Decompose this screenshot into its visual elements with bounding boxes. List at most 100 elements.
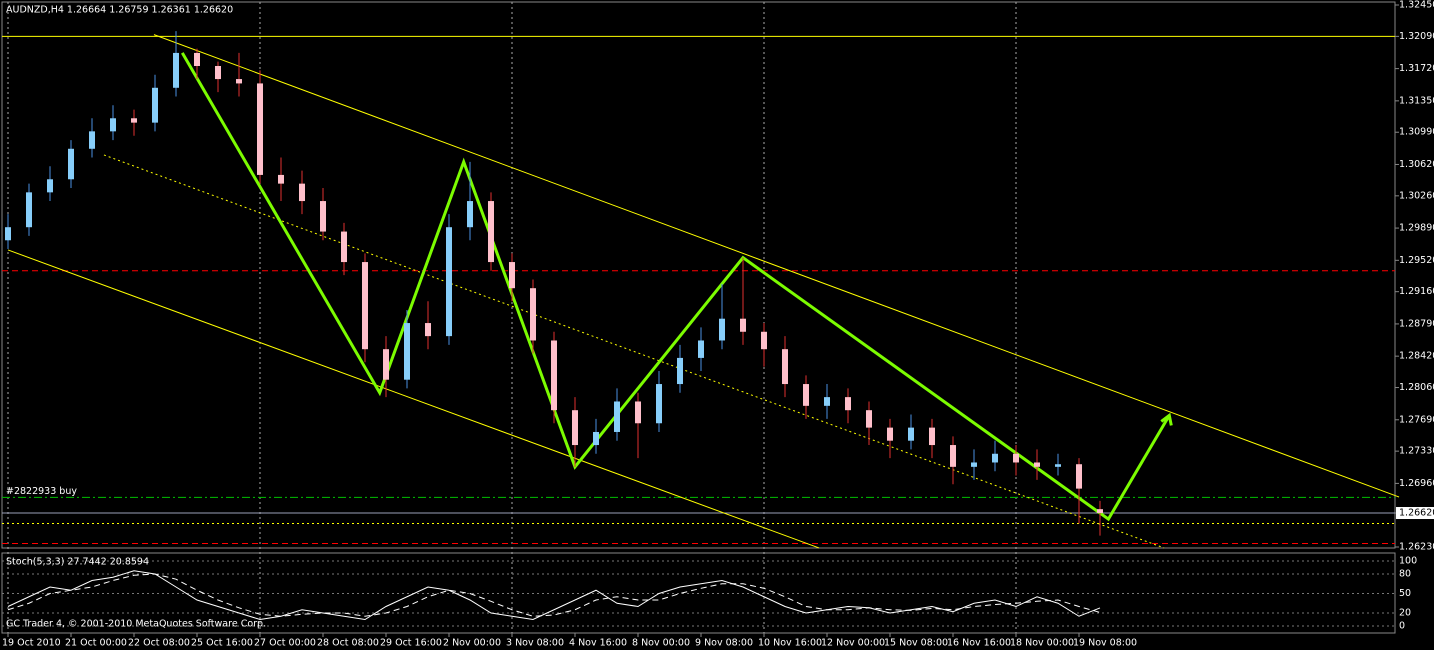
arrow-head (1160, 412, 1173, 426)
y-tick-label: 1.28060 (1399, 382, 1434, 393)
candle-body (929, 427, 935, 446)
x-tick-label: 22 Oct 08:00 (128, 638, 190, 649)
candle-body (803, 384, 809, 406)
x-tick-label: 15 Nov 08:00 (884, 638, 948, 649)
candle-body (89, 131, 95, 149)
candle-body (5, 227, 11, 241)
stoch-label: Stoch(5,3,3) 27.7442 20.8594 (6, 557, 149, 568)
x-tick-label: 19 Nov 08:00 (1073, 638, 1137, 649)
candle-body (383, 349, 389, 380)
candle-body (1034, 462, 1040, 467)
candle-body (215, 65, 221, 80)
candle-body (173, 52, 179, 88)
stoch-line (7, 573, 1101, 617)
stoch-tick-label: 20 (1399, 608, 1411, 619)
order-label: #2822933 buy (6, 486, 77, 497)
x-tick-label: 10 Nov 16:00 (758, 638, 822, 649)
candle-body (299, 183, 305, 202)
x-tick-label: 3 Nov 08:00 (506, 638, 564, 649)
y-tick-label: 1.27330 (1399, 446, 1434, 457)
stoch-tick-label: 80 (1399, 569, 1411, 580)
y-tick-label: 1.32450 (1399, 0, 1434, 11)
main-panel-frame (1, 1, 1396, 549)
x-tick-label: 2 Nov 00:00 (443, 638, 501, 649)
candle-body (719, 318, 725, 341)
y-tick-label: 1.31720 (1399, 63, 1434, 74)
overlay-lines (7, 34, 1400, 549)
x-tick-label: 29 Oct 16:00 (380, 638, 442, 649)
y-tick-label: 1.26230 (1399, 542, 1434, 553)
candle-body (551, 340, 557, 411)
candle-body (446, 227, 452, 337)
candle-body (68, 148, 74, 180)
candle-body (635, 401, 641, 424)
footer: GC Trader 4, © 2001-2010 MetaQuotes Soft… (6, 619, 266, 630)
channel-line (7, 249, 820, 549)
current-price-box (1396, 507, 1434, 520)
y-tick-label: 1.26960 (1399, 478, 1434, 489)
candle-body (761, 331, 767, 350)
candle-body (593, 431, 599, 446)
y-tick-label: 1.31350 (1399, 95, 1434, 106)
candle-body (194, 52, 200, 66)
candle-body (404, 323, 410, 380)
candle-body (614, 401, 620, 432)
y-tick-label: 1.30990 (1399, 127, 1434, 138)
candle-body (278, 174, 284, 184)
y-tick-label: 1.29160 (1399, 286, 1434, 297)
candle-body (425, 323, 431, 337)
candle-body (887, 427, 893, 441)
candle-body (509, 262, 515, 289)
zigzag-line (181, 52, 1171, 522)
y-tick-label: 1.30620 (1399, 159, 1434, 170)
candle-body (26, 192, 32, 228)
x-tick-label: 9 Nov 08:00 (695, 638, 753, 649)
candle-body (572, 410, 578, 446)
y-tick-label: 1.29890 (1399, 223, 1434, 234)
y-tick-label: 1.30260 (1399, 190, 1434, 201)
channel-line (153, 34, 1400, 498)
y-tick-label: 1.26620 (1399, 508, 1434, 519)
candle-body (824, 397, 830, 406)
candle-body (257, 83, 263, 175)
candle-body (950, 445, 956, 467)
candle-body (845, 397, 851, 411)
candle-body (971, 462, 977, 467)
x-tick-label: 19 Oct 2010 (2, 638, 61, 649)
chart-title: AUDNZD,H4 1.26664 1.26759 1.26361 1.2662… (6, 5, 233, 16)
candle-body (908, 427, 914, 441)
x-tick-label: 8 Nov 00:00 (632, 638, 690, 649)
candle-body (677, 357, 683, 385)
candle-body (488, 201, 494, 263)
x-tick-label: 18 Nov 00:00 (1010, 638, 1074, 649)
x-tick-label: 21 Oct 00:00 (65, 638, 127, 649)
x-tick-label: 28 Oct 08:00 (317, 638, 379, 649)
candle-body (152, 87, 158, 123)
candle-body (1055, 464, 1061, 467)
stoch-tick-label: 100 (1399, 556, 1417, 567)
stoch-line (7, 570, 1101, 621)
x-tick-label: 4 Nov 16:00 (569, 638, 627, 649)
candle-body (992, 453, 998, 463)
candle-body (782, 349, 788, 385)
x-tick-label: 27 Oct 00:00 (254, 638, 316, 649)
candle-body (656, 384, 662, 424)
stoch-tick-label: 50 (1399, 588, 1411, 599)
y-tick-label: 1.32090 (1399, 31, 1434, 42)
candle-body (1013, 453, 1019, 463)
channel-line (103, 154, 1165, 549)
candle-body (740, 318, 746, 332)
y-tick-label: 1.27690 (1399, 414, 1434, 425)
candle-body (467, 201, 473, 228)
x-tick-label: 12 Nov 00:00 (821, 638, 885, 649)
candle-body (866, 410, 872, 428)
candle-body (236, 79, 242, 84)
candle-body (530, 288, 536, 341)
x-tick-label: 25 Oct 16:00 (191, 638, 253, 649)
candle-body (341, 231, 347, 263)
candle-body (110, 118, 116, 132)
y-tick-label: 1.29520 (1399, 255, 1434, 266)
stoch-tick-label: 0 (1399, 621, 1405, 632)
